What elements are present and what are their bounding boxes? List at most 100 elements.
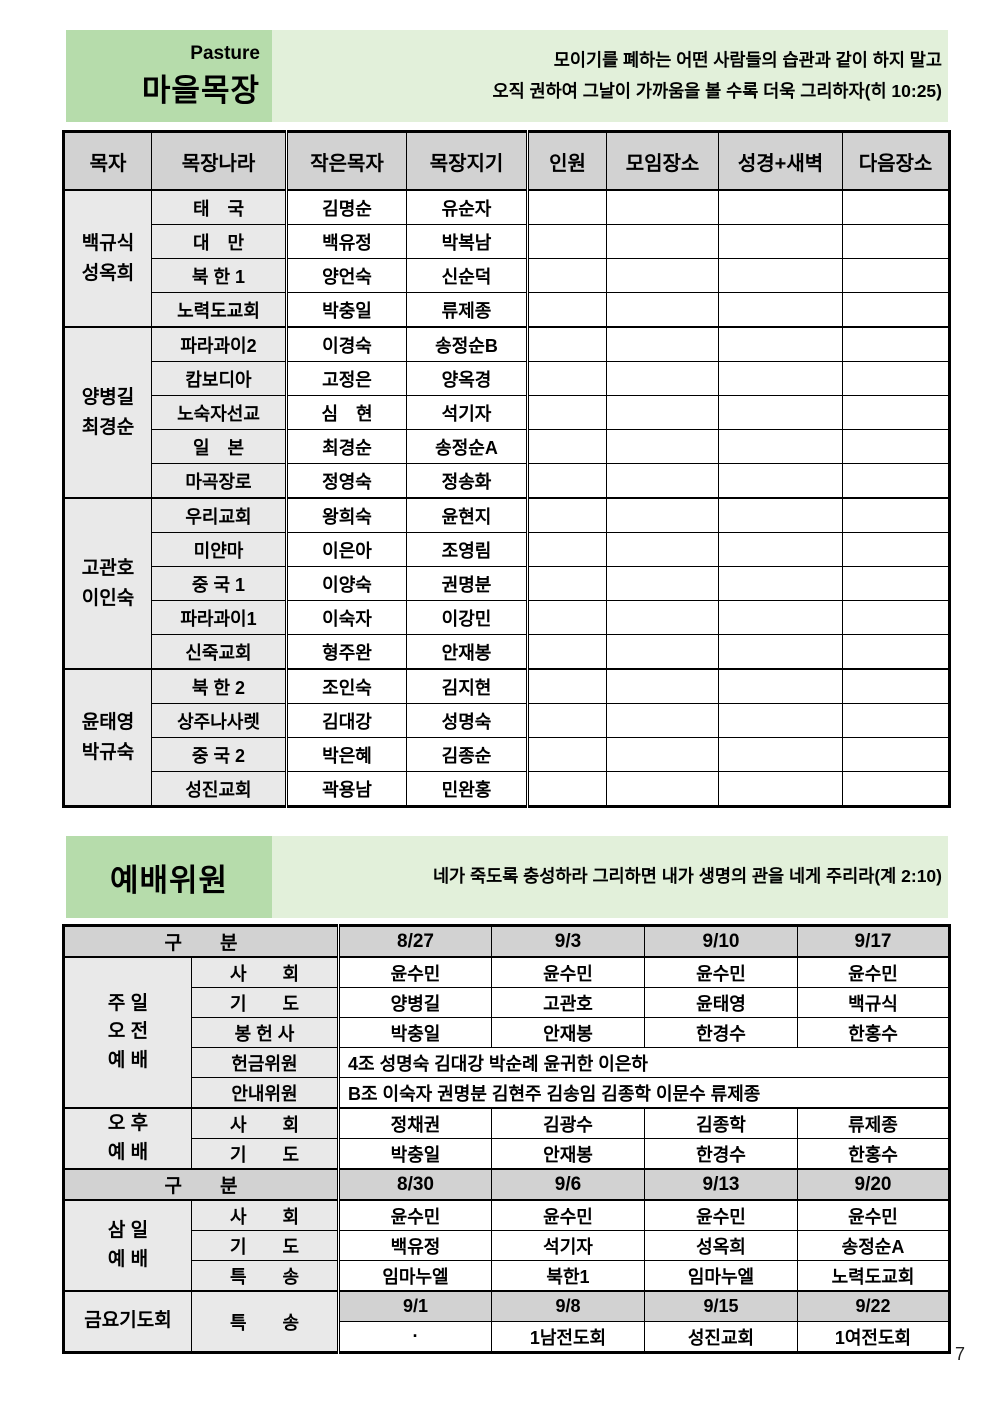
- value-cell: 윤수민: [337, 956, 492, 988]
- empty-cell: [526, 634, 607, 670]
- small-shepherd-cell: 조인숙: [285, 668, 407, 704]
- value-cell: 임마누엘: [337, 1260, 492, 1292]
- shepherd-name: 성옥희: [81, 262, 135, 284]
- keeper-cell: 송정순B: [406, 326, 528, 362]
- keeper-cell: 민완홍: [406, 771, 528, 807]
- empty-cell: [718, 463, 843, 499]
- pasture-tag-en: Pasture: [190, 42, 260, 64]
- role-cell: 기 도: [191, 1138, 339, 1170]
- nation-cell: 캄보디아: [151, 361, 287, 396]
- nation-cell: 우리교회: [151, 497, 287, 533]
- empty-cell: [718, 497, 843, 533]
- empty-cell: [842, 395, 950, 430]
- nation-cell: 대 만: [151, 224, 287, 259]
- shepherd-name: 이인숙: [81, 587, 135, 609]
- worship-title-banner: 예배위원 네가 죽도록 충성하라 그리하면 내가 생명의 관을 네게 주리라(계…: [66, 836, 948, 918]
- empty-cell: [718, 361, 843, 396]
- date-cell: 9/22: [797, 1290, 950, 1322]
- worship-title: 예배위원: [109, 862, 229, 898]
- value-cell: 김종학: [644, 1107, 798, 1139]
- empty-cell: [718, 224, 843, 259]
- empty-cell: [606, 361, 719, 396]
- shepherd-name: 박규숙: [81, 741, 135, 763]
- value-cell: 박충일: [337, 1017, 492, 1048]
- nation-cell: 태 국: [151, 189, 287, 225]
- role-cell: 봉 헌 사: [191, 1017, 339, 1048]
- table-row: 노력도교회 박충일 류제종: [64, 292, 950, 328]
- empty-cell: [842, 258, 950, 293]
- empty-cell: [606, 429, 719, 464]
- pasture-verse-line1: 모이기를 폐하는 어떤 사람들의 습관과 같이 하지 말고: [553, 49, 942, 70]
- shepherd-name: 최경순: [81, 416, 135, 438]
- keeper-cell: 이강민: [406, 600, 528, 635]
- service-group-line: 오 전: [107, 1021, 149, 1043]
- table-row: 대 만 백유정 박복남: [64, 224, 950, 259]
- table-row: 상주나사렛 김대강 성명숙: [64, 703, 950, 738]
- table-row: 신죽교회 형주완 안재봉: [64, 634, 950, 670]
- small-shepherd-cell: 최경순: [285, 429, 407, 464]
- empty-cell: [718, 292, 843, 328]
- date-cell: 9/1: [337, 1290, 492, 1322]
- value-cell: 백규식: [797, 987, 950, 1018]
- empty-cell: [526, 737, 607, 772]
- role-cell: 사 회: [191, 1199, 339, 1231]
- pasture-table: 목자 목장나라 작은목자 목장지기 인원 모임장소 성경+새벽 다음장소 백규식…: [62, 130, 951, 808]
- value-cell: 노력도교회: [797, 1260, 950, 1292]
- service-group-line: 삼 일: [107, 1220, 149, 1241]
- nation-cell: 노력도교회: [151, 292, 287, 328]
- date-header: 9/17: [797, 924, 950, 958]
- value-cell: 윤수민: [337, 1199, 492, 1231]
- empty-cell: [718, 189, 843, 225]
- shepherd-name: 윤태영: [81, 712, 135, 734]
- value-cell: 김광수: [491, 1107, 645, 1139]
- date-cell: 9/8: [491, 1290, 645, 1322]
- small-shepherd-cell: 이숙자: [285, 600, 407, 635]
- empty-cell: [842, 429, 950, 464]
- small-shepherd-cell: 왕희숙: [285, 497, 407, 533]
- value-cell: 정채권: [337, 1107, 492, 1139]
- empty-cell: [526, 566, 607, 601]
- service-group-line: 예 배: [107, 1248, 149, 1270]
- empty-cell: [526, 361, 607, 396]
- empty-cell: [526, 600, 607, 635]
- pasture-title-banner: Pasture 마을목장 모이기를 폐하는 어떤 사람들의 습관과 같이 하지 …: [66, 30, 948, 122]
- role-cell: 기 도: [191, 987, 339, 1018]
- table-row: 미얀마 이은아 조영림: [64, 532, 950, 567]
- worship-table: 구 분 8/27 9/3 9/10 9/17 주 일 오 전 예 배 사 회 윤…: [62, 924, 951, 1354]
- role-cell: 기 도: [191, 1230, 339, 1261]
- table-row: 파라과이1 이숙자 이강민: [64, 600, 950, 635]
- value-cell: 윤수민: [491, 956, 645, 988]
- table-row: 캄보디아 고정은 양옥경: [64, 361, 950, 396]
- table-row: 금요기도회 특 송 9/1 9/8 9/15 9/22: [63, 1290, 950, 1353]
- empty-cell: [842, 463, 950, 499]
- shepherd-cell: 양병길 최경순: [63, 326, 152, 499]
- empty-cell: [718, 258, 843, 293]
- service-group-cell: 주 일 오 전 예 배: [63, 956, 192, 1109]
- service-group-line: 예 배: [107, 1141, 149, 1163]
- empty-cell: [718, 668, 843, 704]
- table-row: 백규식 성옥희 태 국 김명순 유순자: [63, 189, 950, 328]
- col-header: 목장나라: [151, 131, 287, 191]
- role-cell: 특 송: [191, 1290, 339, 1353]
- service-group-cell: 금요기도회: [63, 1290, 192, 1353]
- empty-cell: [606, 326, 719, 362]
- keeper-cell: 안재봉: [406, 634, 528, 670]
- small-shepherd-cell: 박충일: [285, 292, 407, 328]
- col-header: 목자: [63, 131, 152, 191]
- empty-cell: [526, 395, 607, 430]
- value-cell: 양병길: [337, 987, 492, 1018]
- table-row: 기 도 백유정 석기자 성옥희 송정순A: [64, 1230, 950, 1261]
- value-cell: 1남전도회: [491, 1321, 645, 1353]
- empty-cell: [526, 258, 607, 293]
- nation-cell: 성진교회: [151, 771, 287, 807]
- table-row: 양병길 최경순 파라과이2 이경숙 송정순B: [63, 326, 950, 499]
- committee-list: 4조 성명숙 김대강 박순례 윤귀한 이은하: [337, 1047, 950, 1078]
- empty-cell: [842, 361, 950, 396]
- small-shepherd-cell: 정영숙: [285, 463, 407, 499]
- service-group-line: 주 일: [107, 992, 149, 1014]
- table-row: 일 본 최경순 송정순A: [64, 429, 950, 464]
- keeper-cell: 성명숙: [406, 703, 528, 738]
- nation-cell: 중 국 1: [151, 566, 287, 601]
- empty-cell: [606, 258, 719, 293]
- empty-cell: [842, 532, 950, 567]
